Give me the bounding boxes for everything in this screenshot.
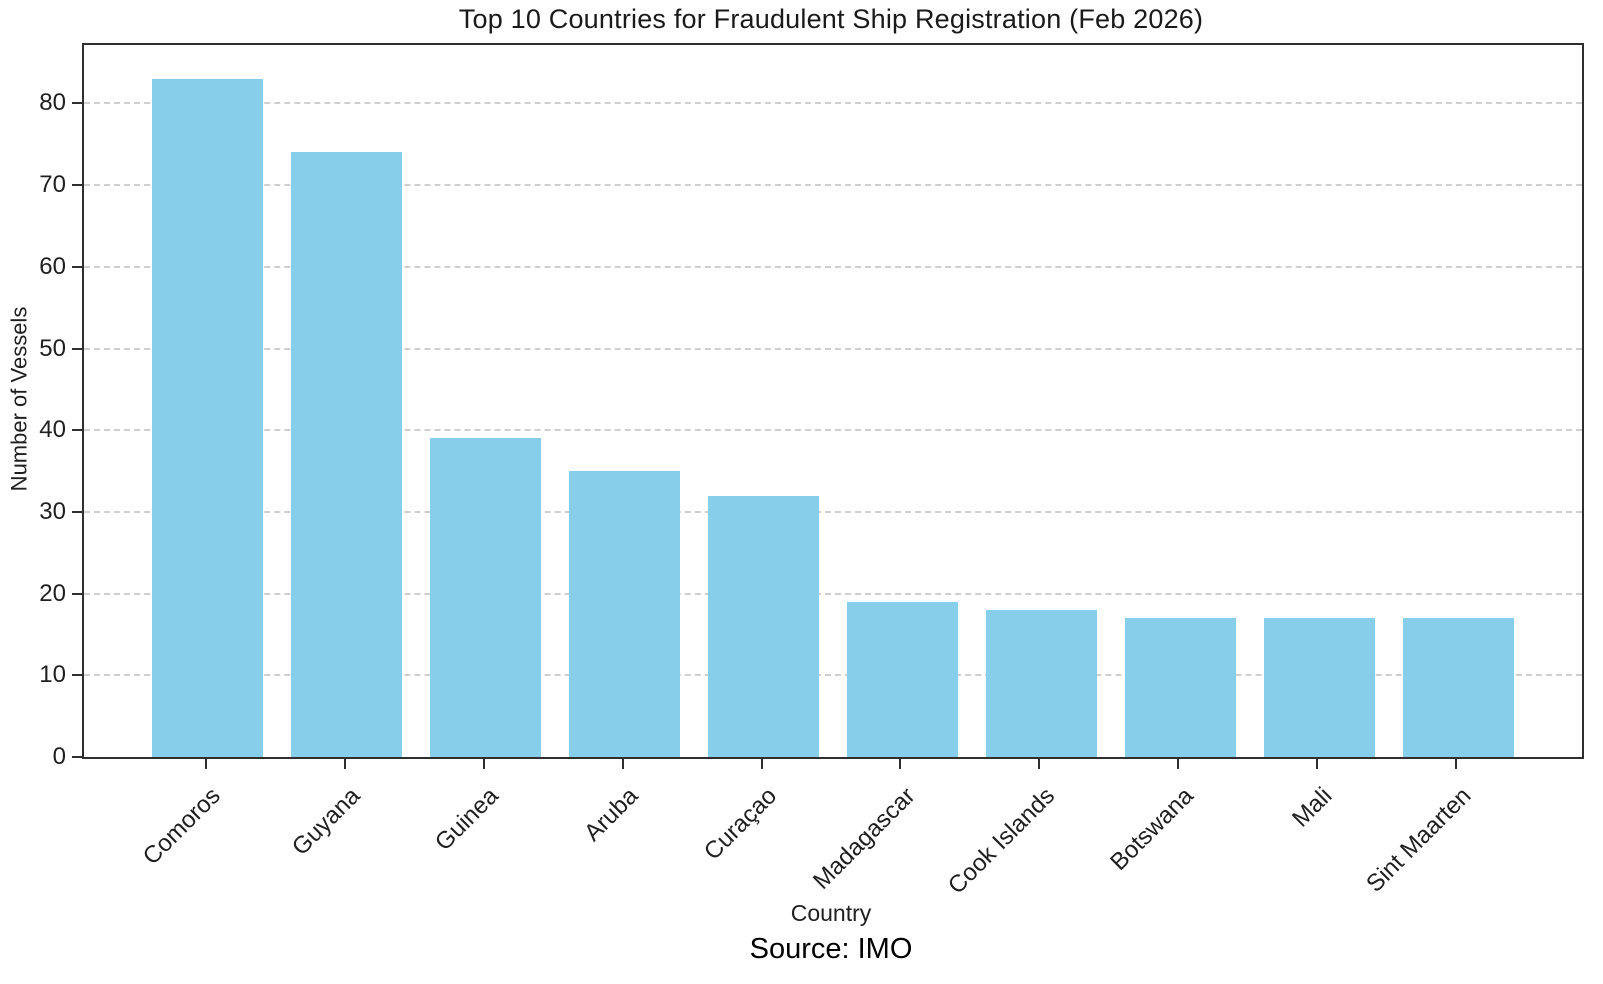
y-tick-label: 0 — [52, 743, 66, 770]
bar — [568, 471, 681, 757]
gridline — [84, 510, 1582, 513]
y-tick-label: 50 — [39, 334, 66, 362]
bar — [1263, 618, 1375, 757]
x-axis-label: Country — [790, 900, 872, 926]
gridline — [84, 347, 1582, 350]
x-tick-label: Comoros — [138, 782, 227, 871]
y-tick-label: 80 — [39, 89, 66, 117]
x-tick-mark — [482, 757, 485, 769]
x-tick-mark — [1177, 757, 1180, 769]
x-tick-mark — [204, 757, 207, 769]
x-tick-label: Mali — [1287, 782, 1338, 833]
bar — [1124, 618, 1236, 757]
bar — [1402, 618, 1514, 757]
bar — [985, 609, 1097, 757]
y-tick-label: 30 — [39, 497, 66, 525]
x-tick-mark — [1038, 757, 1041, 769]
gridline — [84, 102, 1582, 105]
bar — [707, 495, 820, 757]
y-tick-label: 10 — [39, 661, 66, 689]
x-tick-label: Madagascar — [808, 782, 921, 895]
x-tick-mark — [899, 757, 902, 769]
y-tick-mark — [72, 592, 83, 595]
y-tick-mark — [72, 756, 83, 758]
y-tick-label: 70 — [39, 171, 66, 199]
y-tick-mark — [72, 102, 83, 105]
x-tick-label: Cook Islands — [942, 782, 1060, 900]
gridline — [84, 592, 1582, 595]
y-tick-mark — [72, 184, 83, 187]
x-tick-mark — [1316, 757, 1319, 769]
bar — [152, 78, 264, 757]
y-tick-mark — [72, 347, 83, 350]
x-tick-label: Aruba — [578, 782, 643, 847]
x-tick-mark — [621, 757, 624, 769]
y-tick-label: 40 — [39, 416, 66, 444]
gridline — [84, 265, 1582, 268]
y-tick-mark — [72, 674, 83, 677]
gridline — [84, 429, 1582, 432]
plot-area — [82, 43, 1584, 759]
source-note: Source: IMO — [749, 933, 913, 965]
y-tick-mark — [72, 510, 83, 513]
gridline — [84, 184, 1582, 187]
bar — [430, 438, 542, 757]
y-axis-label-wrap: Number of Vessels — [0, 43, 38, 755]
x-tick-label: Guinea — [430, 782, 504, 857]
y-tick-mark — [72, 429, 83, 432]
x-tick-label: Sint Maarten — [1361, 782, 1477, 898]
gridline — [84, 674, 1582, 677]
x-tick-label: Botswana — [1105, 782, 1199, 876]
y-tick-label: 60 — [39, 252, 66, 280]
y-tick-label: 20 — [39, 579, 66, 607]
x-tick-mark — [1455, 757, 1458, 769]
y-tick-mark — [72, 265, 83, 268]
x-tick-label: Curaçao — [698, 782, 782, 866]
x-tick-label: Guyana — [286, 782, 366, 861]
chart-title: Top 10 Countries for Fraudulent Ship Reg… — [458, 4, 1204, 34]
x-tick-mark — [760, 757, 763, 769]
x-tick-mark — [343, 757, 346, 769]
bar — [846, 601, 959, 757]
bar — [291, 152, 403, 757]
